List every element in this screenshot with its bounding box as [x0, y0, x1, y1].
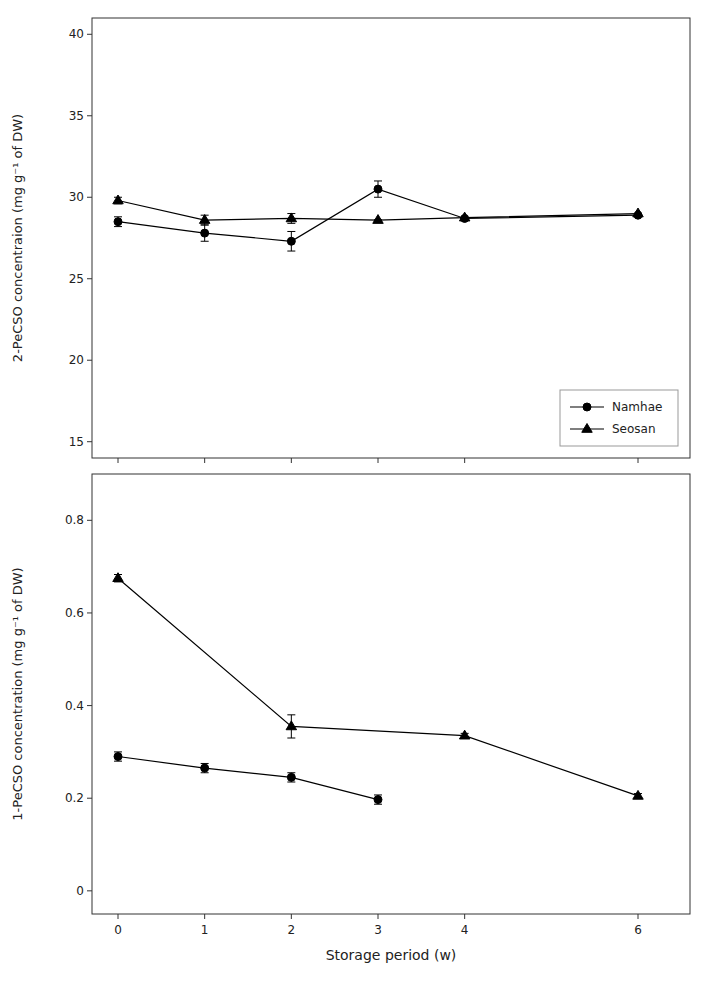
- x-tick: [638, 458, 639, 463]
- error-bar: [201, 763, 209, 772]
- data-point: [113, 195, 123, 204]
- y-tick-label: 15: [69, 435, 84, 449]
- error-cap: [287, 738, 295, 739]
- y-tick: [87, 115, 92, 116]
- x-tick: [291, 914, 292, 919]
- data-point: [114, 218, 122, 226]
- x-axis-label: Storage period (w): [326, 947, 457, 963]
- y-tick-label: 30: [69, 190, 84, 204]
- y-tick: [87, 34, 92, 35]
- error-cap: [287, 251, 295, 252]
- series-line: [118, 757, 378, 800]
- legend-label: Namhae: [612, 400, 662, 414]
- error-cap: [374, 197, 382, 198]
- error-cap: [201, 224, 209, 225]
- data-point: [459, 730, 469, 739]
- y-tick-label: 35: [69, 109, 84, 123]
- x-tick-label: 3: [374, 923, 382, 937]
- data-point: [286, 721, 296, 730]
- legend-marker: [583, 403, 591, 411]
- plot-frame: [92, 18, 690, 458]
- data-point: [633, 790, 643, 799]
- error-cap: [114, 216, 122, 217]
- error-cap: [201, 241, 209, 242]
- x-tick: [464, 914, 465, 919]
- data-point: [199, 215, 209, 224]
- series-line: [118, 189, 638, 241]
- data-point: [286, 213, 296, 222]
- x-tick-label: 1: [201, 923, 209, 937]
- y-tick: [87, 890, 92, 891]
- data-point: [374, 185, 382, 193]
- error-cap: [287, 714, 295, 715]
- x-tick: [204, 458, 205, 463]
- x-tick: [118, 458, 119, 463]
- data-point: [201, 764, 209, 772]
- x-tick: [378, 914, 379, 919]
- error-bar: [374, 795, 382, 804]
- x-tick: [291, 458, 292, 463]
- error-bar: [287, 231, 295, 251]
- y-tick-label: 40: [69, 27, 84, 41]
- x-tick-label: 2: [288, 923, 296, 937]
- x-tick-label: 0: [114, 923, 122, 937]
- y-tick-label: 0: [76, 884, 84, 898]
- x-tick: [378, 458, 379, 463]
- panel: 15 20 25 30 35 40 2-PeCSO concentraion (mg g⁻¹…: [10, 18, 690, 463]
- legend-label: Seosan: [612, 422, 656, 436]
- data-point: [633, 208, 643, 217]
- y-axis-label: 1-PeCSO concentration (mg g⁻¹ of DW): [10, 567, 25, 820]
- error-bar: [201, 225, 209, 241]
- data-point: [287, 773, 295, 781]
- legend-box: [560, 390, 678, 446]
- plot-frame: [92, 474, 690, 914]
- y-tick-label: 25: [69, 272, 84, 286]
- x-tick: [118, 914, 119, 919]
- data-area: [113, 181, 643, 251]
- chart: 1520253035402-PeCSO concentraion (mg g⁻¹…: [0, 0, 706, 1002]
- error-cap: [114, 226, 122, 227]
- legend-marker: [582, 424, 592, 433]
- data-point: [113, 573, 123, 582]
- y-tick-label: 0.6: [65, 606, 84, 620]
- y-tick-label: 0.8: [65, 513, 84, 527]
- x-tick-label: 4: [461, 923, 469, 937]
- y-tick: [87, 705, 92, 706]
- y-axis-label: 2-PeCSO concentraion (mg g⁻¹ of DW): [10, 114, 25, 362]
- x-tick: [638, 914, 639, 919]
- data-point: [114, 753, 122, 761]
- error-cap: [201, 224, 209, 225]
- y-tick: [87, 441, 92, 442]
- error-cap: [287, 231, 295, 232]
- data-area: [113, 573, 643, 805]
- data-point: [373, 215, 383, 224]
- y-tick-label: 20: [69, 353, 84, 367]
- series-line: [118, 578, 638, 796]
- data-point: [374, 796, 382, 804]
- y-tick: [87, 798, 92, 799]
- y-tick: [87, 197, 92, 198]
- y-tick: [87, 360, 92, 361]
- legend: Namhae Seosan: [560, 390, 678, 446]
- panel: 0 0.2 0.4 0.6 0.8 0 1 2 3 4 6 1-PeCSO concentration…: [10, 474, 690, 963]
- x-tick: [204, 914, 205, 919]
- error-bar: [114, 217, 122, 227]
- y-tick: [87, 612, 92, 613]
- error-bar: [374, 181, 382, 197]
- y-tick-label: 0.2: [65, 791, 84, 805]
- y-tick-label: 0.4: [65, 699, 84, 713]
- error-cap: [287, 223, 295, 224]
- y-tick: [87, 520, 92, 521]
- data-point: [201, 229, 209, 237]
- x-tick-label: 6: [634, 923, 642, 937]
- error-bar: [287, 773, 295, 782]
- error-bar: [114, 752, 122, 761]
- data-point: [287, 237, 295, 245]
- error-cap: [374, 180, 382, 181]
- x-tick: [464, 458, 465, 463]
- y-tick: [87, 278, 92, 279]
- data-point: [459, 212, 469, 221]
